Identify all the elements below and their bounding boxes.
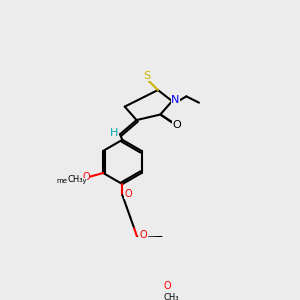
- Text: CH₃: CH₃: [67, 175, 83, 184]
- Text: O: O: [172, 120, 181, 130]
- Text: N: N: [171, 94, 179, 104]
- Text: S: S: [143, 71, 150, 81]
- Text: CH₃: CH₃: [164, 292, 179, 300]
- Text: methoxy: methoxy: [56, 178, 87, 184]
- Text: O: O: [164, 281, 171, 291]
- Text: O: O: [125, 188, 133, 199]
- Text: H: H: [110, 128, 118, 138]
- Text: O: O: [82, 172, 90, 182]
- Text: O: O: [140, 230, 148, 240]
